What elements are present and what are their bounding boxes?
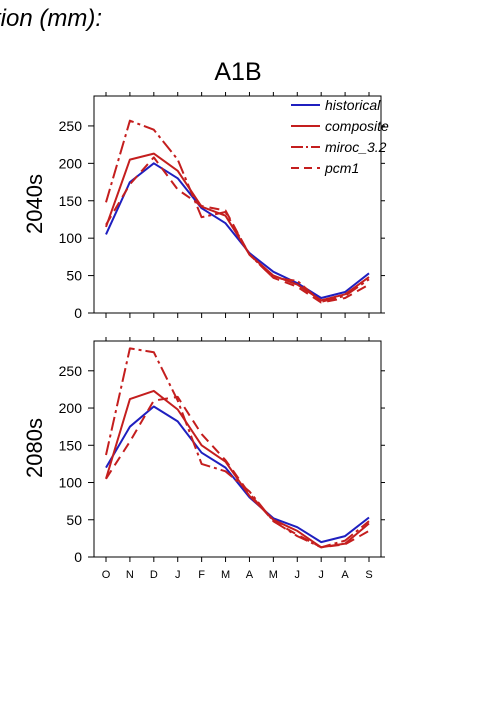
x-tick-label: O xyxy=(102,569,111,581)
panel-2040s: 0 50 100 150 200 250 2040s xyxy=(22,92,385,321)
y-tick-label: 0 xyxy=(74,549,82,565)
x-tick-label: S xyxy=(365,569,372,581)
y-tick-label: 0 xyxy=(74,305,82,321)
x-tick-label: A xyxy=(246,569,254,581)
series-line-pcm1 xyxy=(105,395,370,549)
x-tick-label: J xyxy=(318,569,324,581)
chart-panels: 0 50 100 150 200 250 2040s 0 50 100 150 200 250 O N D J F… xyxy=(22,92,385,581)
panel-2080s: 0 50 100 150 200 250 O N D J F M A M J J A S 2080s xyxy=(22,337,385,581)
series-line-miroc-3-2 xyxy=(105,119,370,303)
legend-label: miroc_3.2 xyxy=(325,139,387,155)
x-tick-label: M xyxy=(269,569,278,581)
legend-label: historical xyxy=(325,97,381,113)
legend-label: composite xyxy=(325,118,389,134)
series-line-miroc-3-2 xyxy=(105,347,370,549)
y-tick-label: 250 xyxy=(59,118,83,134)
x-tick-label: N xyxy=(126,569,134,581)
plot-frame xyxy=(93,95,382,314)
y-tick-label: 50 xyxy=(66,268,82,284)
x-tick-label: J xyxy=(175,569,181,581)
y-tick-label: 200 xyxy=(59,400,83,416)
x-tick-label: M xyxy=(221,569,230,581)
x-tick-label: F xyxy=(198,569,205,581)
x-tick-label: D xyxy=(150,569,158,581)
series-line-historical xyxy=(105,405,370,544)
legend-label: pcm1 xyxy=(324,160,359,176)
x-tick-label: J xyxy=(295,569,301,581)
series-line-historical xyxy=(105,162,370,299)
header-text: tion (mm): xyxy=(0,5,102,32)
legend: historical composite miroc_3.2 pcm1 xyxy=(291,97,389,176)
y-tick-label: 150 xyxy=(59,193,83,209)
y-tick-label: 100 xyxy=(59,475,83,491)
panel-label: 2080s xyxy=(22,418,47,478)
y-tick-label: 50 xyxy=(66,512,82,528)
plot-frame xyxy=(93,340,382,558)
scenario-title: A1B xyxy=(214,58,261,86)
x-tick-label: A xyxy=(341,569,349,581)
series-line-pcm1 xyxy=(105,156,370,304)
panel-label: 2040s xyxy=(22,174,47,234)
y-tick-label: 150 xyxy=(59,437,83,453)
y-tick-label: 200 xyxy=(59,155,83,171)
y-tick-label: 250 xyxy=(59,363,83,379)
y-tick-label: 100 xyxy=(59,230,83,246)
